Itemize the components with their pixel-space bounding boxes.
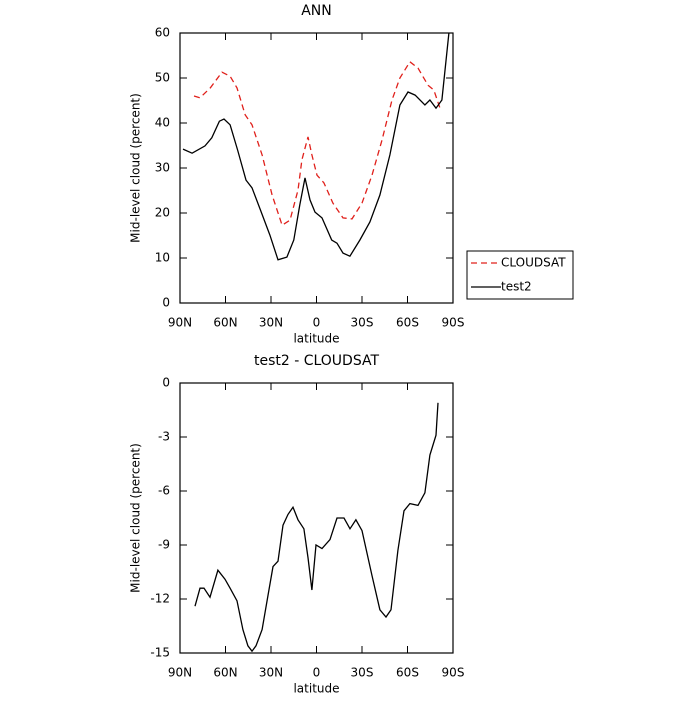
legend-box bbox=[466, 250, 574, 300]
x-tick-label: 60S bbox=[396, 666, 419, 680]
chart-title: ANN bbox=[301, 3, 332, 19]
x-tick-label: 90S bbox=[442, 316, 465, 330]
x-tick-label: 30N bbox=[259, 666, 283, 680]
y-tick-label: 10 bbox=[155, 251, 170, 265]
x-tick-label: 30N bbox=[259, 316, 283, 330]
legend-label: test2 bbox=[501, 280, 532, 294]
x-tick-label: 30S bbox=[351, 666, 374, 680]
y-tick-label: -6 bbox=[158, 484, 170, 498]
data-line bbox=[193, 60, 441, 227]
y-tick-label: 0 bbox=[162, 376, 170, 390]
x-axis-label: latitude bbox=[293, 332, 339, 346]
x-tick-label: 30S bbox=[351, 316, 374, 330]
y-tick-label: -15 bbox=[150, 646, 170, 660]
x-tick-label: 60S bbox=[396, 316, 419, 330]
legend-label: CLOUDSAT bbox=[501, 256, 566, 270]
x-tick-label: 90N bbox=[168, 316, 192, 330]
y-axis-label: Mid-level cloud (percent) bbox=[129, 443, 143, 593]
y-tick-label: 40 bbox=[155, 116, 170, 130]
x-tick-label: 90S bbox=[442, 666, 465, 680]
x-tick-label: 90N bbox=[168, 666, 192, 680]
y-tick-label: 0 bbox=[162, 296, 170, 310]
plot-frame bbox=[179, 32, 454, 304]
y-tick-label: -12 bbox=[150, 592, 170, 606]
y-tick-label: 50 bbox=[155, 71, 170, 85]
y-tick-label: -3 bbox=[158, 430, 170, 444]
data-line bbox=[182, 32, 450, 261]
y-tick-label: -9 bbox=[158, 538, 170, 552]
y-tick-label: 60 bbox=[155, 26, 170, 40]
x-tick-label: 0 bbox=[313, 316, 321, 330]
x-tick-label: 60N bbox=[213, 316, 237, 330]
x-axis-label: latitude bbox=[293, 682, 339, 696]
y-tick-label: 20 bbox=[155, 206, 170, 220]
y-axis-label: Mid-level cloud (percent) bbox=[129, 93, 143, 243]
plot-frame bbox=[179, 382, 454, 654]
x-tick-label: 60N bbox=[213, 666, 237, 680]
chart-title: test2 - CLOUDSAT bbox=[254, 353, 380, 369]
y-tick-label: 30 bbox=[155, 161, 170, 175]
x-tick-label: 0 bbox=[313, 666, 321, 680]
data-line bbox=[194, 402, 439, 653]
